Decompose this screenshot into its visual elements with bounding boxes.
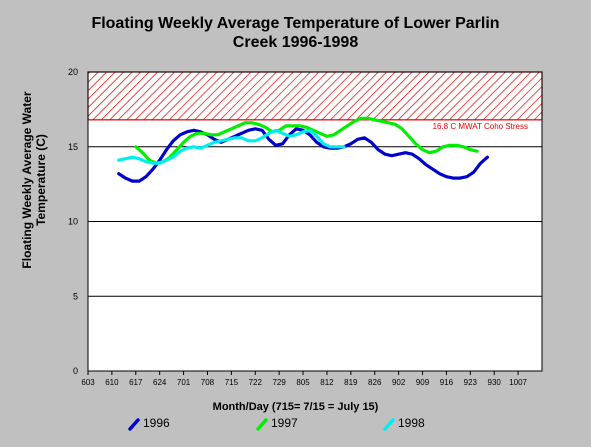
x-tick-label: 916	[440, 378, 454, 387]
chart-title-line-2: Creek 1996-1998	[232, 34, 359, 51]
coho-stress-label: 16.8 C MWAT Coho Stress	[433, 122, 528, 131]
x-tick-label: 729	[272, 378, 286, 387]
x-tick-label: 1007	[509, 378, 527, 387]
legend-swatch	[128, 418, 140, 431]
plot-frame	[87, 71, 543, 372]
coho-stress-band	[87, 71, 543, 121]
legend-item-1997: 1997	[256, 416, 298, 432]
y-tick-label: 5	[73, 291, 78, 301]
x-tick-label: 617	[129, 378, 143, 387]
y-tick-label: 15	[68, 142, 78, 152]
x-tick-label: 701	[177, 378, 191, 387]
x-tick-label: 819	[344, 378, 358, 387]
legend-item-1998: 1998	[383, 416, 425, 432]
series-line-1997	[134, 116, 479, 165]
x-tick-label: 715	[225, 378, 239, 387]
chart-title: Floating Weekly Average Temperature of L…	[0, 14, 591, 52]
chart-title-line-1: Floating Weekly Average Temperature of L…	[91, 15, 500, 32]
legend-label: 1997	[271, 416, 298, 430]
x-tick-label: 930	[488, 378, 502, 387]
series-line-1998	[117, 128, 346, 165]
x-tick-label: 624	[153, 378, 167, 387]
legend-item-1996: 1996	[128, 416, 170, 432]
x-tick-label: 610	[105, 378, 119, 387]
x-tick-label: 909	[416, 378, 430, 387]
x-tick-label: 902	[392, 378, 406, 387]
x-tick-label: 805	[296, 378, 310, 387]
x-tick-label: 826	[368, 378, 382, 387]
x-tick-label: 812	[320, 378, 334, 387]
y-tick-label: 0	[73, 366, 78, 376]
legend-label: 1996	[143, 416, 170, 430]
y-tick-label: 10	[68, 217, 78, 227]
y-tick-label: 20	[68, 67, 78, 77]
x-axis-label: Month/Day (715= 7/15 = July 15)	[212, 401, 379, 413]
legend-label: 1998	[398, 416, 425, 430]
x-tick-label: 722	[249, 378, 263, 387]
legend-swatch	[256, 418, 268, 431]
legend-swatch	[383, 418, 395, 431]
x-tick-label: 708	[201, 378, 215, 387]
x-tick-label: 603	[81, 378, 95, 387]
x-tick-label: 923	[464, 378, 478, 387]
